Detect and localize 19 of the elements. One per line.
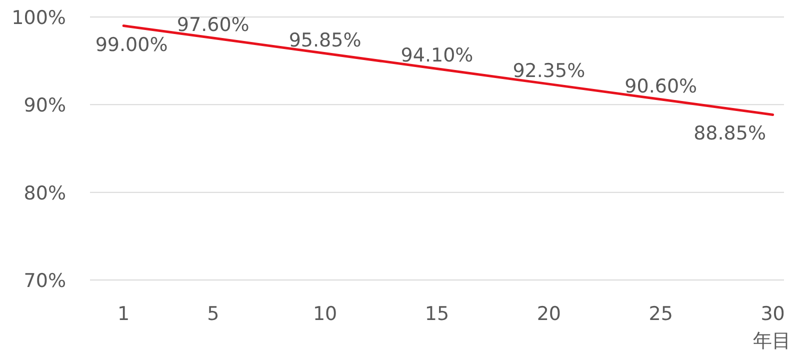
data-label: 95.85% [288,29,362,52]
data-label: 90.60% [624,75,698,98]
x-axis-title: 年目 [753,330,791,352]
x-tick-label: 5 [207,303,220,325]
x-tick-label: 25 [648,303,673,325]
data-label: 92.35% [512,60,586,82]
y-tick-label: 100% [12,7,66,29]
y-tick-label: 70% [24,270,66,292]
data-label: 88.85% [694,122,766,145]
data-label: 99.00% [95,34,168,56]
data-label: 94.10% [400,44,474,67]
x-tick-label: 1 [118,303,130,325]
data-label: 97.60% [176,14,250,36]
x-tick-label: 10 [312,303,338,325]
y-tick-label: 80% [24,182,66,204]
y-tick-label: 90% [24,94,66,117]
x-tick-label: 30 [760,303,785,325]
x-tick-label: 15 [424,303,450,325]
x-tick-label: 20 [536,303,562,325]
